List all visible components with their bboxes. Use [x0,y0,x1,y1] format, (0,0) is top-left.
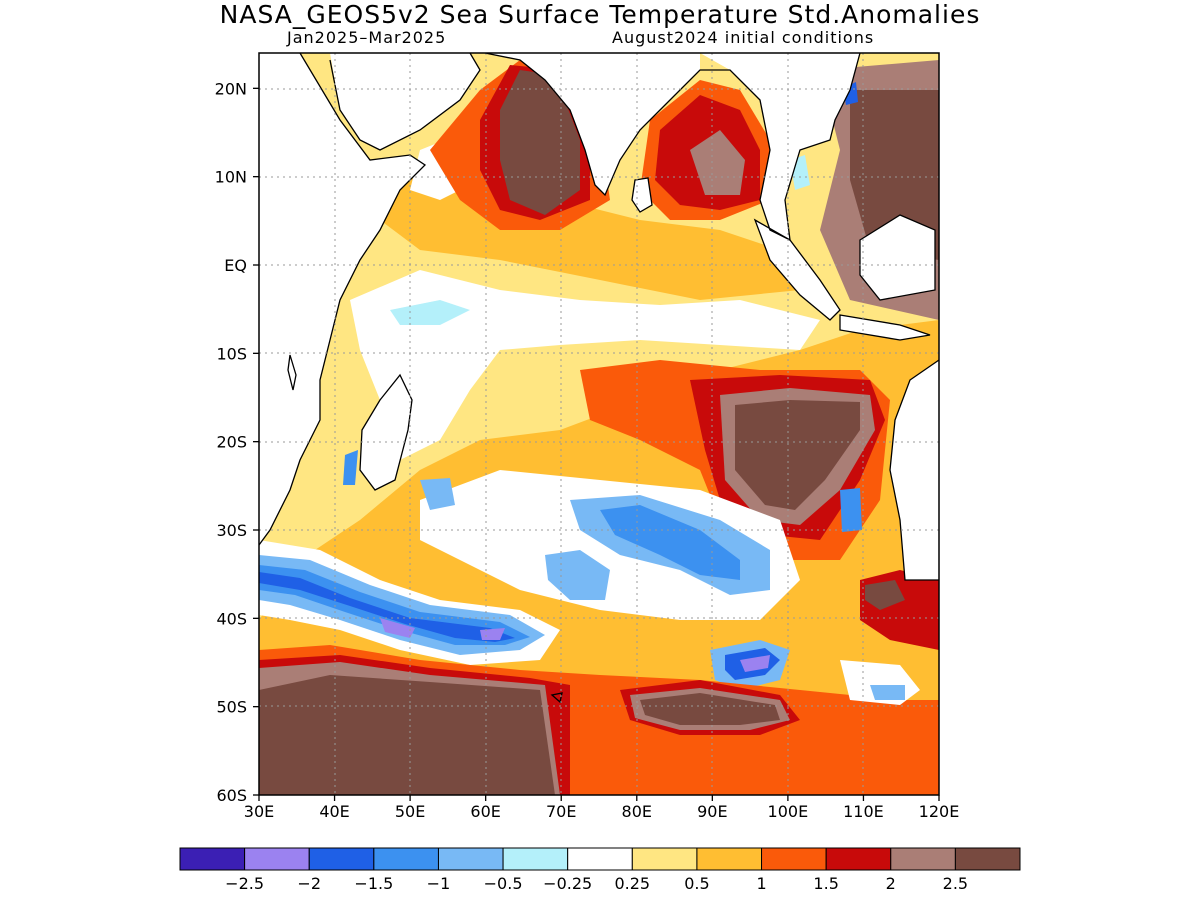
y-tick-label: 20N [215,79,247,98]
land-india [485,53,700,195]
x-tick-label: 90E [697,802,727,821]
colorbar-swatch [502,847,569,871]
land-madagascar [360,375,412,490]
colorbar-label: −0.5 [484,874,523,893]
anomaly-region [690,130,745,195]
land-sumatra [755,220,840,320]
x-tick-label: 80E [622,802,652,821]
colorbar-swatch [373,847,439,871]
colorbar-label: −1.5 [354,874,393,893]
anomaly-region [420,478,455,510]
x-tick-label: 100E [768,802,809,821]
anomaly-region [259,572,515,642]
coastlines [259,53,939,704]
y-tick-label: 50S [216,698,247,717]
y-tick-label: 10N [215,168,247,187]
colorbar-label: 1 [756,874,766,893]
colorbar-swatch [567,847,633,871]
x-tick-label: 40E [319,802,349,821]
land-borneo [860,215,935,300]
land-australia [890,360,939,580]
colorbar-swatch [244,847,310,871]
map-frame [258,52,940,796]
x-tick-label: 60E [470,802,500,821]
colorbar-swatch [631,847,698,871]
x-tick-label: 120E [919,802,960,821]
land-arabia [330,53,480,150]
colorbar-swatch [954,847,1021,871]
x-tick-label: 70E [546,802,576,821]
anomaly-region [640,693,780,725]
colorbar-swatch [761,847,827,871]
colorbar-label: 1.5 [813,874,838,893]
y-tick-label: 20S [216,433,247,452]
grid-lines [259,53,939,795]
colorbar-swatch [696,847,763,871]
y-tick-label: EQ [224,256,247,275]
anomaly-region [735,400,860,510]
colorbar-swatch [437,847,504,871]
colorbar-swatch [308,847,375,871]
y-axis: 20N 10N EQ 10S 20S 30S 40S 50S 60S [215,79,259,805]
anomaly-region [343,450,358,485]
colorbar-label: −0.25 [543,874,592,893]
anomaly-region [840,488,862,532]
colorbar-label: 2.5 [943,874,968,893]
colorbar-swatch [825,847,892,871]
x-tick-label: 110E [843,802,884,821]
anomaly-region [865,580,905,610]
anomaly-region [850,90,939,260]
colorbar-label: −1 [427,874,451,893]
anomaly-region [870,685,905,700]
colorbar-label: 0.5 [684,874,709,893]
x-axis: 30E 40E 50E 60E 70E 80E 90E 100E 110E 120E [244,795,960,821]
land-africa [259,53,425,545]
y-tick-label: 10S [216,344,247,363]
anomaly-field [259,53,939,795]
colorbar-swatch [179,847,246,871]
colorbar-label: 0.25 [614,874,650,893]
land-se-asia [700,53,860,240]
colorbar-swatch [890,847,956,871]
colorbar-label: −2 [297,874,321,893]
y-tick-label: 60S [216,786,247,805]
colorbar-label: −2.5 [225,874,264,893]
colorbar: −2.5 −2 −1.5 −1 −0.5 −0.25 0.25 0.5 1 1.5 2 2.5 [179,847,1021,893]
anomaly-region [600,505,740,580]
anomaly-region [740,655,770,672]
anomaly-region [380,618,415,638]
initial-conditions: August2024 initial conditions [612,28,875,47]
x-tick-label: 50E [395,802,425,821]
x-tick-label: 30E [244,802,274,821]
anomaly-region [350,270,820,460]
y-tick-label: 30S [216,521,247,540]
y-tick-label: 40S [216,609,247,628]
map-title: NASA_GEOS5v2 Sea Surface Temperature Std… [219,0,981,29]
forecast-period: Jan2025–Mar2025 [287,28,447,47]
colorbar-label: 2 [886,874,896,893]
anomaly-region [500,70,580,215]
anomaly-region [259,675,555,795]
